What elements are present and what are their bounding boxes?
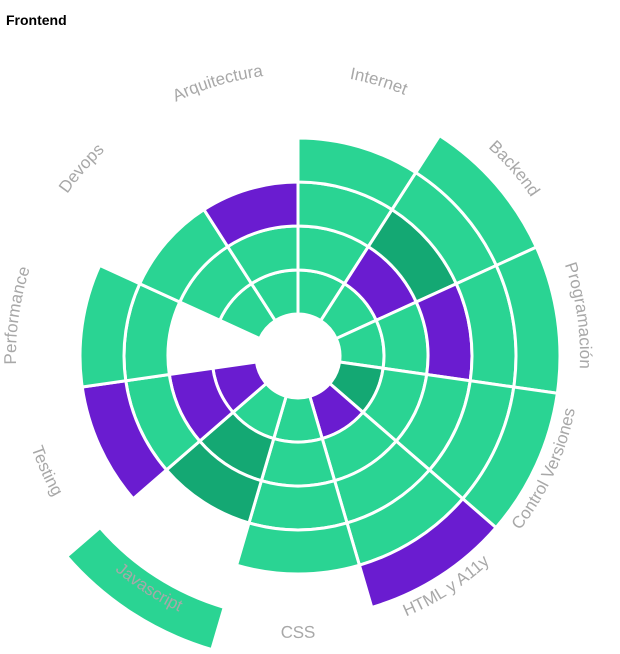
segment-html-y-a11y-ring-5[interactable] [357, 496, 499, 610]
category-label-programacion: Programación [561, 260, 595, 369]
category-label-internet: Internet [349, 64, 411, 99]
segment-css-ring-3[interactable] [247, 478, 349, 532]
segment-performance-ring-4[interactable] [78, 263, 142, 389]
category-label-testing: Testing [28, 443, 67, 499]
category-label-arquitectura: Arquitectura [169, 61, 264, 105]
segment-javascript-ring-6[interactable] [64, 525, 227, 652]
category-label-performance: Performance [1, 264, 34, 365]
page-title: Frontend [6, 12, 67, 28]
category-label-devops: Devops [55, 140, 108, 197]
category-label-css: CSS [280, 623, 315, 642]
segment-arquitectura-ring-3[interactable] [201, 180, 300, 249]
segments-group [64, 133, 562, 652]
segment-css-ring-4[interactable] [234, 521, 362, 576]
